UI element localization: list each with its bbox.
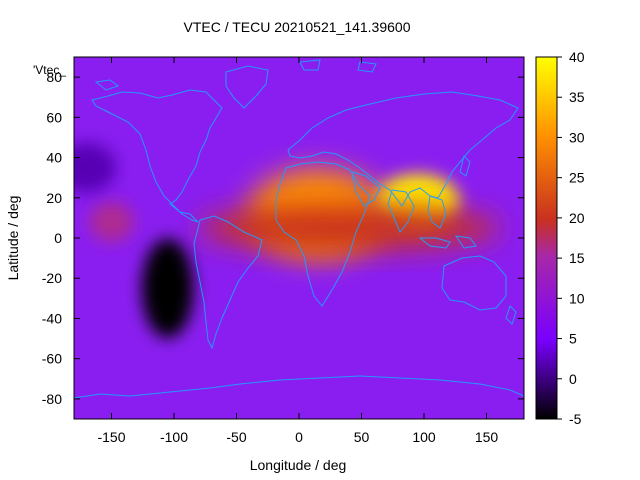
heatmap-area (74, 57, 524, 419)
colorbar-tick-label: 20 (569, 210, 585, 226)
colorbar-tick-label: 40 (569, 49, 585, 65)
y-tick-label: -60 (42, 351, 62, 367)
x-tick-label: 150 (475, 429, 499, 445)
y-tick-label: 20 (46, 190, 62, 206)
y-tick-label: 80 (46, 69, 62, 85)
colorbar-tick-label: 15 (569, 250, 585, 266)
colorbar-tick-label: 0 (569, 371, 577, 387)
heat-pacific-minimum (141, 238, 194, 339)
y-tick-label: -80 (42, 391, 62, 407)
colorbar-tick-label: -5 (569, 411, 582, 427)
x-tick-label: -100 (160, 429, 188, 445)
y-tick-label: -40 (42, 310, 62, 326)
coastlines (74, 59, 524, 399)
x-tick-label: -150 (97, 429, 125, 445)
y-tick-label: 40 (46, 150, 62, 166)
heat-east-pacific-anomaly (89, 201, 134, 242)
y-axis-ticks: -80 -60 -40 -20 0 20 40 60 80 (42, 69, 524, 407)
legend-label: 'Vtec_ (33, 63, 66, 77)
y-tick-label: 0 (54, 230, 62, 246)
x-tick-label: -50 (226, 429, 246, 445)
x-tick-label: 50 (354, 429, 370, 445)
x-axis-ticks: -150 -100 -50 0 50 100 150 (97, 57, 498, 445)
heat-north-pacific-low (74, 142, 117, 193)
y-tick-label: 60 (46, 109, 62, 125)
colorbar-tick-label: 10 (569, 290, 585, 306)
x-axis-label: Longitude / deg (250, 457, 347, 473)
x-tick-label: 100 (412, 429, 436, 445)
colorbar-tick-label: 35 (569, 89, 585, 105)
colorbar-ticks: -5 0 5 10 15 20 25 30 35 40 (557, 49, 585, 427)
x-tick-label: 0 (295, 429, 303, 445)
colorbar-tick-label: 5 (569, 331, 577, 347)
colorbar-tick-label: 30 (569, 129, 585, 145)
y-axis-label: Latitude / deg (5, 196, 21, 281)
chart-title: VTEC / TECU 20210521_141.39600 (183, 19, 410, 35)
colorbar (535, 56, 558, 420)
y-tick-label: -20 (42, 270, 62, 286)
colorbar-tick-label: 25 (569, 170, 585, 186)
heat-equatorial-band (199, 205, 499, 250)
